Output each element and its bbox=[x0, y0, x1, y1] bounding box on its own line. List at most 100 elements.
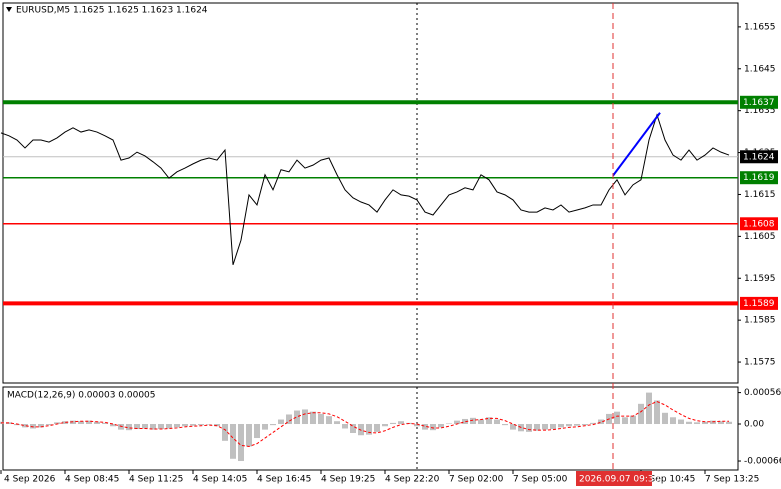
x-tick-label: 7 Sep 02:00 bbox=[449, 475, 504, 485]
macd-bar bbox=[342, 424, 348, 429]
macd-bar bbox=[614, 411, 620, 425]
macd-bar bbox=[118, 424, 124, 430]
x-tick-label: 4 Sep 22:20 bbox=[385, 475, 440, 485]
macd-bar bbox=[694, 422, 700, 425]
y-tick-label: 1.1595 bbox=[744, 274, 776, 284]
macd-bar bbox=[686, 421, 692, 425]
x-tick-label: 7 Sep 10:45 bbox=[641, 475, 695, 485]
x-tick-label: 7 Sep 05:00 bbox=[513, 475, 568, 485]
macd-bar bbox=[598, 419, 604, 425]
macd-bar bbox=[590, 422, 596, 425]
signal-line bbox=[1, 401, 729, 447]
level-label: 1.1619 bbox=[743, 173, 775, 183]
macd-bar bbox=[558, 424, 564, 428]
y-tick-label: 1.1655 bbox=[744, 22, 776, 32]
macd-bar bbox=[470, 417, 476, 425]
y-tick-label: 1.1605 bbox=[744, 232, 776, 242]
macd-bar bbox=[678, 419, 684, 425]
macd-bar bbox=[454, 420, 460, 425]
macd-bar bbox=[638, 403, 644, 425]
macd-bar bbox=[414, 424, 420, 427]
macd-bar bbox=[46, 424, 52, 426]
level-label: 1.1637 bbox=[743, 98, 775, 108]
macd-bar bbox=[526, 424, 532, 432]
main-panel bbox=[2, 2, 739, 384]
macd-bar bbox=[430, 424, 436, 431]
macd-bar bbox=[510, 424, 516, 430]
macd-bar bbox=[542, 424, 548, 430]
macd-bar bbox=[446, 423, 452, 425]
macd-bar bbox=[310, 411, 316, 425]
macd-bar bbox=[214, 424, 220, 427]
x-tick-label: 7 Sep 13:25 bbox=[705, 475, 759, 485]
price-line bbox=[0, 113, 730, 266]
macd-bar bbox=[238, 424, 244, 462]
chart-title: EURUSD,M5 1.1625 1.1625 1.1623 1.1624 bbox=[16, 6, 208, 16]
y-tick-label: 0.00056 bbox=[744, 388, 781, 398]
macd-bar bbox=[646, 392, 652, 425]
macd-bar bbox=[278, 419, 284, 425]
y-tick-label: 1.1635 bbox=[744, 106, 776, 116]
macd-bar bbox=[78, 421, 84, 425]
macd-bar bbox=[574, 424, 580, 426]
macd-bar bbox=[286, 414, 292, 425]
macd-bar bbox=[134, 424, 140, 430]
macd-bar bbox=[70, 420, 76, 425]
macd-bar bbox=[22, 424, 28, 428]
macd-bar bbox=[150, 424, 156, 430]
macd-bar bbox=[94, 421, 100, 425]
x-tick-label: 4 Sep 16:45 bbox=[257, 475, 311, 485]
macd-bar bbox=[126, 424, 132, 431]
crosshair-label: 2026.09.07 09:30 bbox=[579, 475, 660, 485]
macd-bar bbox=[294, 410, 300, 425]
macd-bar bbox=[374, 424, 380, 432]
menu-triangle[interactable] bbox=[6, 7, 12, 12]
trend-line bbox=[612, 112, 661, 177]
macd-bar bbox=[110, 424, 116, 427]
macd-bar bbox=[158, 424, 164, 430]
y-tick-label: 0.00 bbox=[744, 420, 764, 430]
y-tick-label: 1.1615 bbox=[744, 190, 776, 200]
last-price-box bbox=[740, 150, 778, 164]
macd-bar bbox=[422, 424, 428, 430]
x-tick-label: 4 Sep 11:25 bbox=[129, 475, 183, 485]
last-price-label: 1.1624 bbox=[743, 152, 775, 162]
macd-bar bbox=[326, 416, 332, 425]
macd-bar bbox=[622, 417, 628, 425]
macd-bar bbox=[38, 424, 44, 428]
level-label-box bbox=[740, 217, 778, 231]
macd-bar bbox=[54, 422, 60, 425]
macd-bar bbox=[86, 420, 92, 425]
macd-bar bbox=[502, 424, 508, 426]
macd-bar bbox=[334, 421, 340, 425]
macd-bar bbox=[494, 419, 500, 425]
level-label-box bbox=[740, 296, 778, 310]
macd-bar bbox=[478, 419, 484, 425]
macd-bar bbox=[582, 424, 588, 426]
macd-bar bbox=[630, 415, 636, 425]
macd-bar bbox=[358, 424, 364, 436]
macd-bar bbox=[670, 417, 676, 425]
macd-bar bbox=[230, 424, 236, 459]
crosshair-label-box bbox=[576, 471, 652, 486]
macd-bar bbox=[30, 424, 36, 429]
macd-bar bbox=[486, 417, 492, 425]
y-tick-label: -0.00066 bbox=[744, 457, 781, 467]
macd-bar bbox=[182, 424, 188, 427]
y-tick-label: 1.1645 bbox=[744, 64, 776, 74]
macd-bar bbox=[566, 424, 572, 427]
level-label: 1.1589 bbox=[743, 299, 775, 309]
macd-bar bbox=[718, 421, 724, 425]
macd-bar bbox=[350, 424, 356, 433]
x-tick-label: 4 Sep 14:05 bbox=[193, 475, 247, 485]
macd-bar bbox=[654, 400, 660, 425]
macd-bar bbox=[462, 418, 468, 425]
macd-bar bbox=[262, 424, 268, 430]
macd-bar bbox=[438, 424, 444, 428]
macd-bar bbox=[318, 413, 324, 425]
x-tick-label: 4 Sep 19:25 bbox=[321, 475, 375, 485]
macd-bar bbox=[534, 424, 540, 431]
macd-bar bbox=[710, 420, 716, 425]
macd-bar bbox=[198, 424, 204, 426]
